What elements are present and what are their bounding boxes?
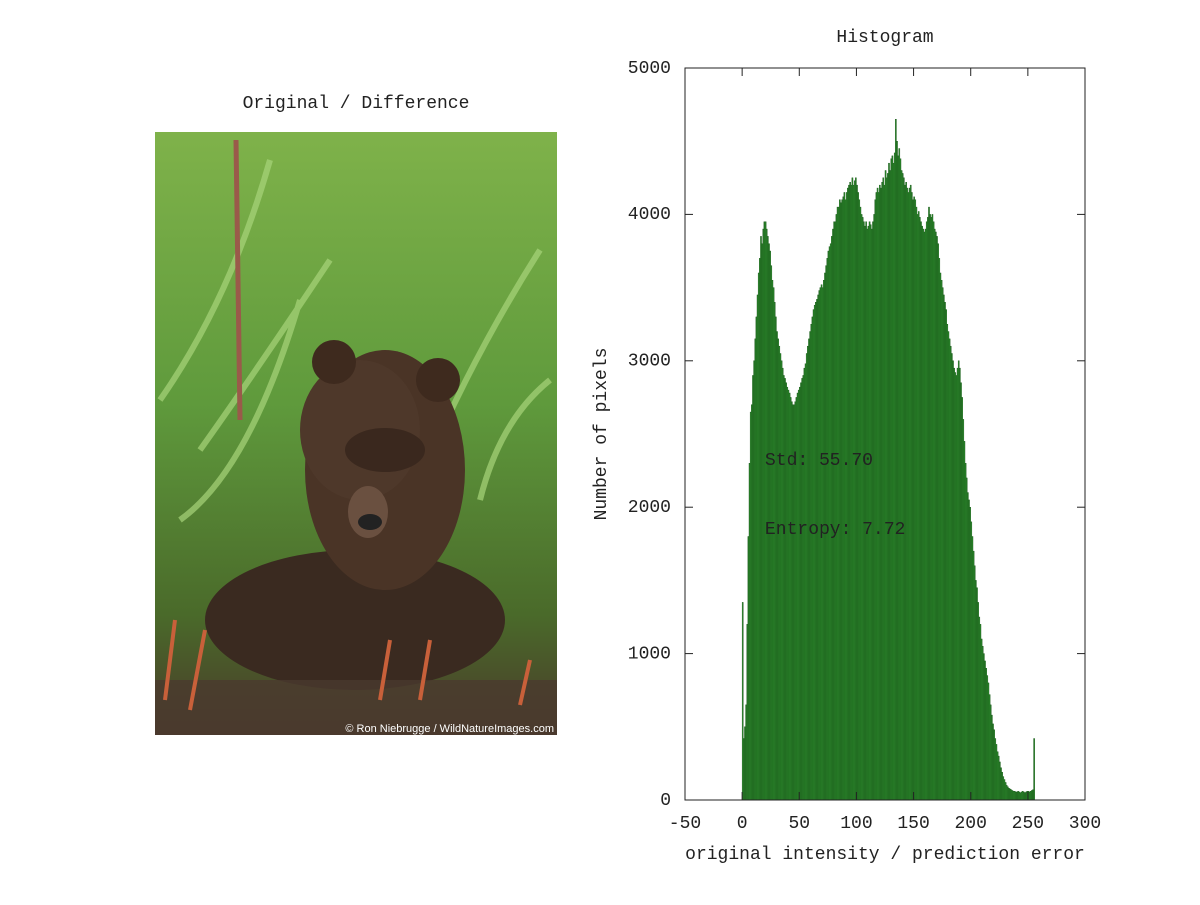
y-axis-label: Number of pixels <box>592 348 612 521</box>
x-tick-label: 250 <box>1012 814 1044 834</box>
image-title: Original / Difference <box>243 94 470 114</box>
photo <box>155 132 557 735</box>
x-tick-label: 150 <box>897 814 929 834</box>
y-tick-label: 2000 <box>628 498 671 518</box>
x-tick-label: 0 <box>737 814 748 834</box>
x-tick-label: 200 <box>955 814 987 834</box>
x-tick-label: 50 <box>788 814 810 834</box>
y-tick-label: 3000 <box>628 352 671 372</box>
annotation: Std: 55.70 <box>765 451 873 471</box>
annotation: Entropy: 7.72 <box>765 520 905 540</box>
plot-frame <box>684 67 1086 801</box>
image-credit: © Ron Niebrugge / WildNatureImages.com <box>345 723 554 735</box>
x-tick-label: -50 <box>669 814 701 834</box>
x-axis-label: original intensity / prediction error <box>685 845 1085 865</box>
y-tick-label: 5000 <box>628 59 671 79</box>
x-tick-label: 300 <box>1069 814 1101 834</box>
y-tick-label: 4000 <box>628 205 671 225</box>
bar <box>1033 738 1035 801</box>
x-tick-label: 100 <box>840 814 872 834</box>
y-tick-label: 1000 <box>628 644 671 664</box>
y-tick-label: 0 <box>660 791 671 811</box>
chart-title: Histogram <box>836 28 933 48</box>
